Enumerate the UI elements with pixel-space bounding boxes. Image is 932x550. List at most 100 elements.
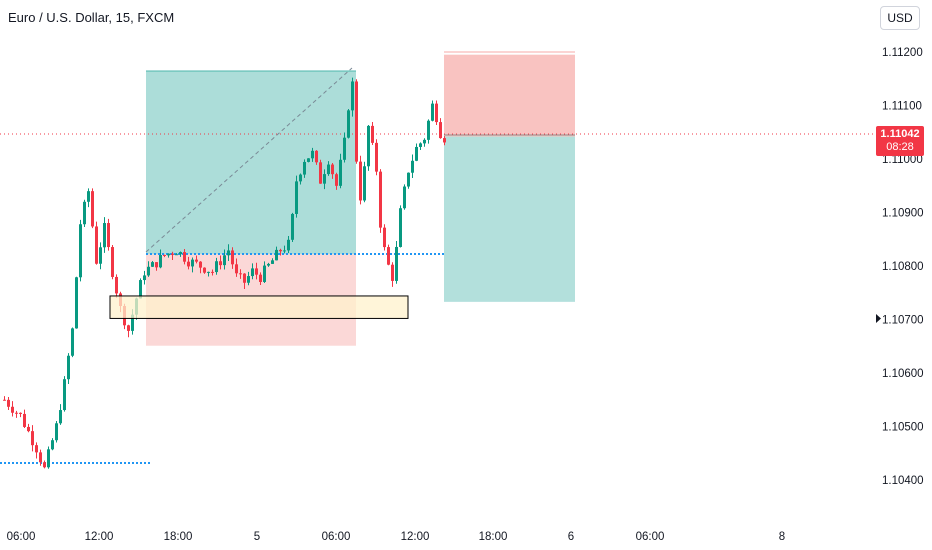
price-tick-label: 1.10800 <box>882 261 924 273</box>
candle <box>15 410 18 418</box>
candle <box>187 256 190 270</box>
price-levels <box>0 67 875 464</box>
candle <box>51 438 54 451</box>
candle <box>111 244 114 280</box>
candle-body <box>155 262 158 268</box>
candle-body <box>239 273 242 275</box>
candle <box>163 254 166 258</box>
candle <box>319 159 322 184</box>
candle <box>143 270 146 285</box>
candle <box>71 327 74 358</box>
candle <box>235 258 238 277</box>
long-target-zone[interactable] <box>146 70 356 255</box>
candle <box>179 251 182 257</box>
price-tick-label: 1.10900 <box>882 208 924 220</box>
candle-body <box>95 226 98 264</box>
candle-body <box>31 431 34 446</box>
candle-body <box>403 186 406 209</box>
candle-body <box>375 142 378 172</box>
short-target-zone[interactable] <box>444 136 575 302</box>
candle <box>7 397 10 411</box>
candle <box>275 246 278 261</box>
last-price-value: 1.11042 <box>880 128 920 140</box>
candle <box>35 442 38 459</box>
candle-body <box>307 158 310 162</box>
candle <box>307 158 310 163</box>
candle <box>11 401 14 417</box>
candle <box>355 79 358 164</box>
candle-body <box>23 413 26 427</box>
candle <box>339 153 342 189</box>
candle-body <box>379 171 382 228</box>
short-stop-zone[interactable] <box>444 54 575 137</box>
candle <box>195 255 198 264</box>
time-tick-label: 12:00 <box>85 531 114 543</box>
candle <box>435 100 438 126</box>
time-tick-label: 18:00 <box>164 531 193 543</box>
price-axis[interactable]: 1.11200 1.11100 1.11000 1.10900 1.10800 1.107… <box>876 47 924 487</box>
candle <box>439 118 442 139</box>
candle-body <box>247 276 250 283</box>
candle-body <box>139 280 142 299</box>
candle-body <box>163 254 166 256</box>
candle-body <box>275 249 278 261</box>
symbol-title[interactable]: Euro / U.S. Dollar, 15, FXCM <box>8 10 175 25</box>
price-tick-label: 1.10700 <box>882 315 924 327</box>
candle-body <box>407 172 410 187</box>
candle-body <box>51 440 54 450</box>
currency-button[interactable]: USD <box>880 6 920 30</box>
candle <box>47 446 50 469</box>
candle <box>283 245 286 254</box>
candle-body <box>127 325 130 331</box>
price-tick-label: 1.10400 <box>882 475 924 487</box>
candle-body <box>167 253 170 256</box>
candle-body <box>367 125 370 167</box>
candle-body <box>83 201 86 225</box>
candle <box>271 258 274 265</box>
candle <box>239 269 242 279</box>
support-zone-box[interactable] <box>109 295 409 319</box>
price-tick-label: 1.11200 <box>882 47 923 59</box>
candle <box>415 143 418 162</box>
candle-body <box>11 406 14 413</box>
candle <box>175 253 178 256</box>
candle-body <box>435 103 438 123</box>
candle-body <box>75 277 78 329</box>
candle <box>343 132 346 163</box>
candle <box>231 247 234 269</box>
candle <box>383 224 386 251</box>
candle <box>387 244 390 266</box>
time-axis[interactable]: 06:00 12:00 18:00 5 06:00 12:00 18:00 6 06:00 8 <box>7 531 786 543</box>
candle-body <box>295 181 298 214</box>
candle-body <box>299 174 302 182</box>
candle <box>191 257 194 273</box>
candle-body <box>195 259 198 262</box>
candle-body <box>183 252 186 262</box>
candle-body <box>339 159 342 186</box>
candle <box>87 188 90 208</box>
time-tick-label: 12:00 <box>401 531 430 543</box>
candle-body <box>419 143 422 147</box>
candle-body <box>319 162 322 184</box>
candle-body <box>331 164 334 175</box>
candle <box>443 136 446 146</box>
candle-body <box>147 266 150 276</box>
candle <box>427 119 430 144</box>
candle <box>247 271 250 286</box>
candle <box>183 248 186 265</box>
time-tick-label: 06:00 <box>7 531 36 543</box>
candle-body <box>219 261 222 266</box>
candle-body <box>231 250 234 265</box>
candle <box>395 241 398 284</box>
drawing-overlays[interactable] <box>109 295 409 319</box>
candle-body <box>399 208 402 247</box>
candle <box>411 154 414 178</box>
candle-body <box>363 166 366 201</box>
candle-body <box>19 412 22 414</box>
candle <box>19 412 22 418</box>
candle-body <box>423 139 426 144</box>
candle <box>219 255 222 270</box>
last-price-tag: 1.11042 08:28 <box>876 126 924 156</box>
candle <box>103 217 106 253</box>
